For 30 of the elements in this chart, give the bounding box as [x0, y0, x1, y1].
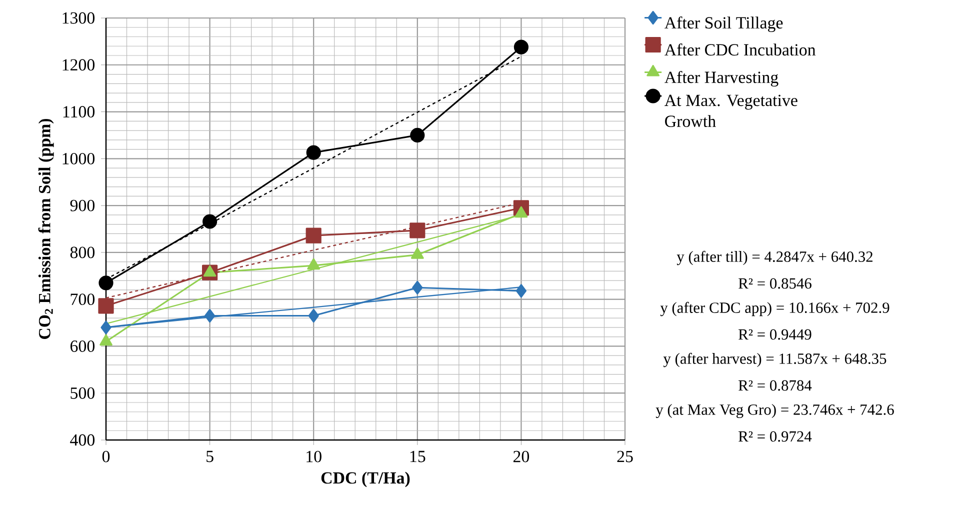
y-tick-label: 1100 [63, 106, 95, 118]
y-tick-label: 1300 [62, 12, 95, 24]
text: y (after harvest) = 11.587x + 648.35 [663, 352, 886, 368]
x-tick-label: 5 [206, 450, 214, 462]
x-tick-label: 15 [410, 450, 426, 462]
y-tick-label: 700 [70, 294, 95, 306]
y-tick-label: 600 [70, 340, 95, 352]
x-tick-label: 0 [102, 450, 110, 462]
text: R² = 0.8546 [738, 278, 812, 289]
text: y (after till) = 4.2847x + 640.32 [676, 250, 872, 266]
y-axis-title: CO$_{2}$ Emission from Soil (ppm) [38, 118, 54, 339]
legend-label: At Max. Vegetative Growth [664, 94, 798, 128]
text: y (after CDC app) = 10.166x + 702.9 [660, 302, 890, 316]
y-tick-label: 900 [70, 200, 95, 212]
y-tick-label: 400 [70, 434, 95, 446]
y-tick-label: 500 [70, 387, 95, 399]
y-tick-label: 1000 [62, 152, 95, 164]
x-tick-label: 10 [306, 450, 322, 462]
legend-label: After Soil Tillage [664, 16, 783, 32]
legend-label: After CDC Incubation [664, 43, 816, 56]
y-tick-label: 1200 [62, 59, 95, 71]
x-tick-label: 20 [513, 450, 530, 462]
y-tick-label: 800 [70, 246, 95, 258]
x-tick-label: 25 [617, 450, 633, 462]
x-axis-title: CDC (T/Ha) [321, 472, 410, 488]
text: R² = 0.9449 [738, 329, 812, 340]
legend-label: After Harvesting [664, 70, 778, 87]
text: R² = 0.8784 [738, 380, 812, 391]
text: R² = 0.9724 [738, 431, 812, 442]
text: y (at Max Veg Gro) = 23.746x + 742.6 [656, 404, 894, 418]
